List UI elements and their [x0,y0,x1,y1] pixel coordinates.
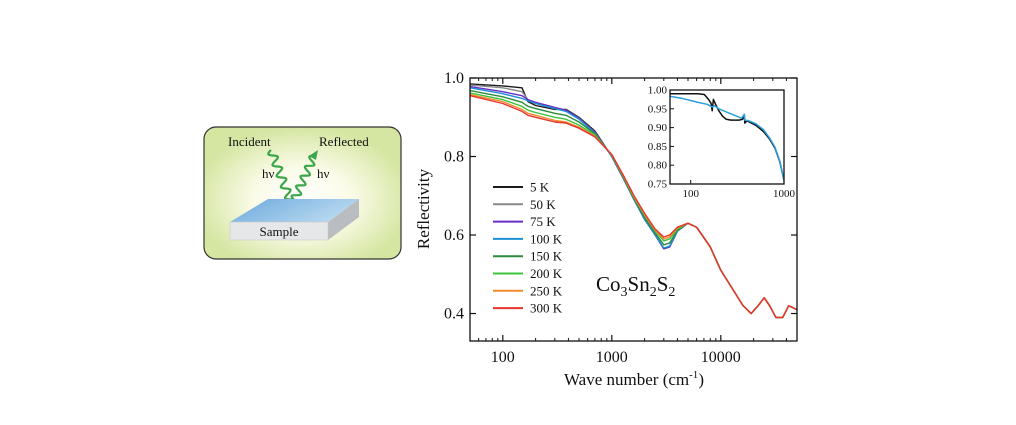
reflected-wave-icon [290,154,316,207]
x-axis-title-close: ) [698,370,704,389]
x-tick-label: 100 [491,349,515,366]
legend-label: 100 K [530,231,563,246]
series-line-300-K [470,95,797,319]
inset-series-line-1 [670,93,784,181]
compound-part: Sn [628,272,651,296]
inset-y-tick-label: 0.75 [648,179,668,191]
x-axis-title-main: Wave number (cm [564,370,689,389]
x-axis-title: Wave number (cm-1) [564,369,704,389]
compound-subscript: 3 [621,285,628,300]
sample-top-face [230,199,359,222]
inset-y-tick-label: 0.95 [648,103,668,115]
legend-label: 5 K [530,180,550,195]
legend-label: 250 K [530,283,563,298]
legend-label: 50 K [530,197,556,212]
y-tick-label: 0.4 [444,306,464,323]
y-tick-label: 1.0 [444,70,464,87]
y-axis-title: Reflectivity [414,168,433,249]
sample-label: Sample [260,224,299,239]
reflection-schematic: Incident Reflected hν hν Sample [203,126,402,260]
photon-energy-label-left: hν [262,166,275,181]
inset-x-tick-label: 100 [682,188,699,200]
x-axis-title-exponent: -1 [689,369,698,381]
inset-chart: 100 1000 0.75 0.80 0.85 0.90 0.95 1.00 [648,85,796,201]
compound-part: Co [596,272,621,296]
incident-label: Incident [228,134,271,149]
y-tick-label: 0.6 [444,227,464,244]
inset-background [670,90,784,184]
photon-energy-label-right: hν [317,166,330,181]
legend-label: 300 K [530,301,563,316]
inset-y-tick-label: 1.00 [648,85,668,97]
inset-y-tick-label: 0.80 [648,160,668,172]
inset-plot-frame [669,89,785,185]
inset-x-tick-label: 1000 [773,188,796,200]
main-chart: 100 1000 10000 0.4 0.6 0.8 1.0 Reflectivity Wa… [414,70,798,389]
sample-side-face [328,199,359,240]
legend-label: 150 K [530,249,563,264]
x-tick-label: 10000 [701,349,741,366]
compound-subscript: 2 [668,285,675,300]
arrowhead-icon [309,150,318,160]
x-tick-label: 1000 [596,349,628,366]
compound-annotation: Co3Sn2S2 [596,272,675,300]
legend-label: 75 K [530,214,556,229]
y-tick-label: 0.8 [444,149,464,166]
compound-subscript: 2 [650,285,657,300]
legend: 5 K 50 K 75 K 100 K 150 K 200 K 250 K 300 K [493,180,563,316]
incident-wave-icon [267,149,296,206]
compound-part: S [657,272,669,296]
legend-label: 200 K [530,266,563,281]
inset-y-tick-label: 0.85 [648,141,668,153]
sample-front-face [229,221,329,241]
inset-series-line-2 [670,95,784,181]
inset-y-tick-label: 0.90 [648,122,668,134]
reflected-label: Reflected [319,134,369,149]
main-plot-frame [469,77,798,342]
